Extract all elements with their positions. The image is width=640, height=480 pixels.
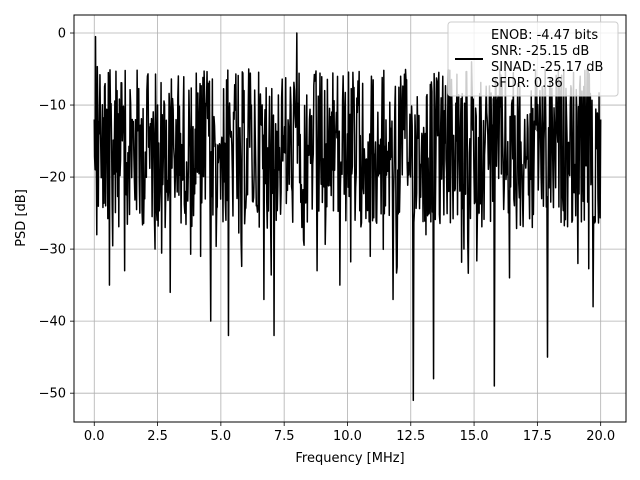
legend-line-0: ENOB: -4.47 bits [491,28,598,43]
x-tick-label: 15.0 [460,429,489,444]
plot-frame [73,14,627,423]
x-tick-label: 7.5 [274,429,295,444]
x-tick-label: 5.0 [211,429,232,444]
legend-box [447,21,619,97]
x-tick-label: 20.0 [586,429,615,444]
y-tick-label: 0 [58,27,66,42]
legend-line-3: SFDR: 0.36 [491,76,563,91]
y-tick-label: −50 [39,387,66,402]
legend: ENOB: -4.47 bits SNR: -25.15 dB SINAD: -… [447,21,619,97]
x-tick-label: 12.5 [396,429,425,444]
x-axis-ticks: 0.0 2.5 5.0 7.5 10.0 12.5 15.0 17.5 20.0 [84,422,615,444]
x-axis-label: Frequency [MHz] [295,451,404,466]
y-tick-label: −20 [39,171,66,186]
y-axis-ticks: 0 −10 −20 −30 −40 −50 [39,27,74,402]
x-tick-label: 0.0 [84,429,105,444]
psd-series-line [93,32,602,402]
series-layer [93,32,602,402]
legend-line-2: SINAD: -25.17 dB [491,60,603,75]
y-axis-label: PSD [dB] [14,189,29,247]
y-tick-label: −30 [39,243,66,258]
x-tick-label: 10.0 [333,429,362,444]
legend-line-1: SNR: -25.15 dB [491,44,589,59]
y-tick-label: −10 [39,99,66,114]
x-tick-label: 17.5 [523,429,552,444]
x-tick-label: 2.5 [147,429,168,444]
y-tick-label: −40 [39,315,66,330]
